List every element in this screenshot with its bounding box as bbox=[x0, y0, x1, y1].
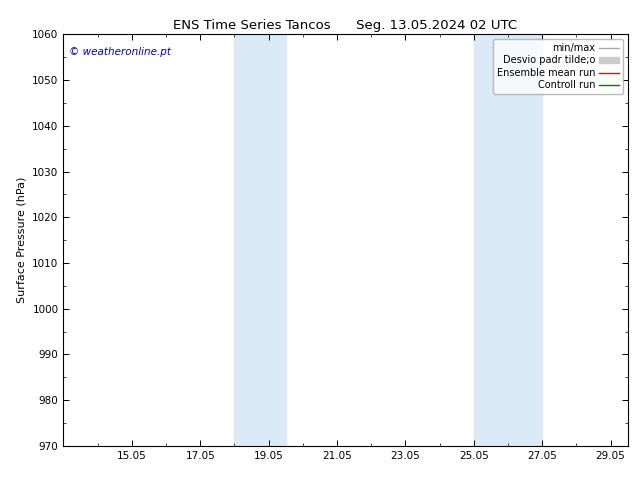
Bar bbox=[235, 34, 286, 446]
Bar bbox=[474, 34, 542, 446]
Y-axis label: Surface Pressure (hPa): Surface Pressure (hPa) bbox=[16, 177, 27, 303]
Legend: min/max, Desvio padr tilde;o, Ensemble mean run, Controll run: min/max, Desvio padr tilde;o, Ensemble m… bbox=[493, 39, 623, 94]
Title: ENS Time Series Tancos      Seg. 13.05.2024 02 UTC: ENS Time Series Tancos Seg. 13.05.2024 0… bbox=[174, 19, 517, 32]
Text: © weatheronline.pt: © weatheronline.pt bbox=[69, 47, 171, 57]
